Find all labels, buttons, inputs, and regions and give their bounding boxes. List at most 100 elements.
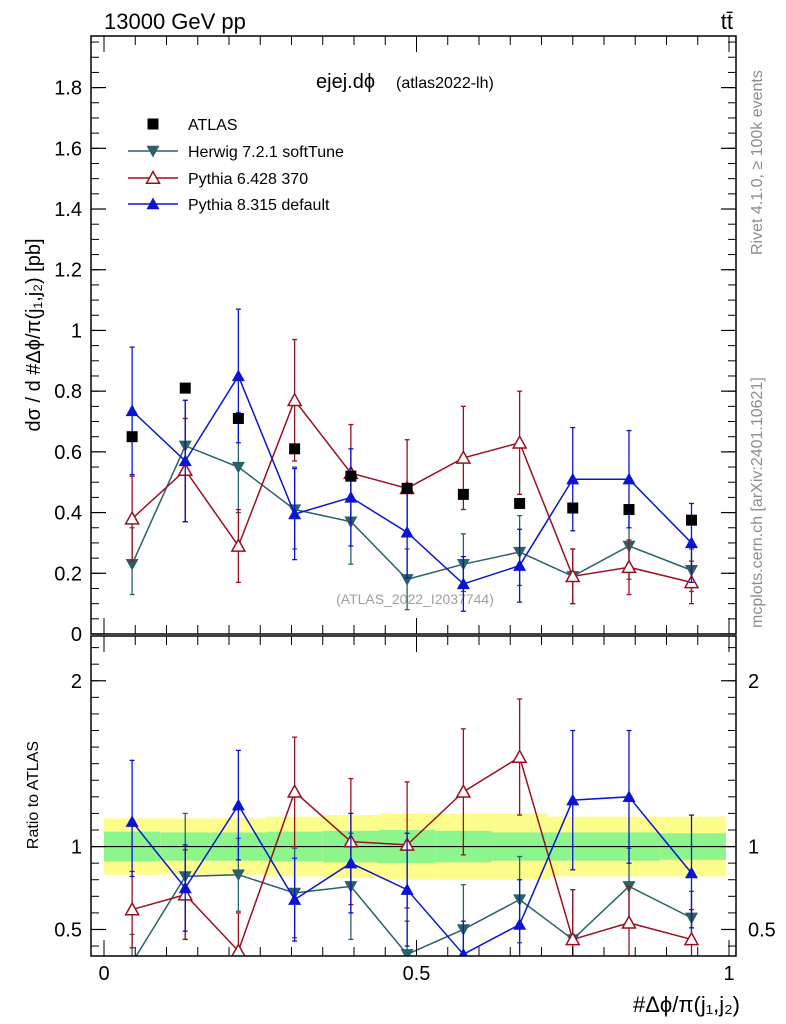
y-tick-label: 1.6 — [54, 138, 82, 160]
series-atlas — [126, 382, 697, 526]
legend-label: Pythia 6.428 370 — [188, 171, 308, 188]
ratio-plot-data — [124, 698, 700, 956]
data-point — [125, 815, 139, 827]
y-tick-label: 1.8 — [54, 78, 82, 100]
x-tick-label: 0.5 — [403, 963, 431, 985]
data-point — [286, 783, 303, 798]
data-point — [400, 883, 414, 895]
data-point — [231, 798, 245, 811]
data-point — [621, 559, 637, 574]
legend-entry: Pythia 8.315 default — [128, 197, 330, 214]
data-point — [686, 514, 697, 526]
legend: ATLAS Herwig 7.2.1 softTune Pythia 6.428 3… — [128, 117, 344, 214]
data-point — [567, 502, 579, 514]
data-point — [179, 382, 191, 394]
data-point — [455, 449, 472, 464]
data-point — [126, 431, 138, 443]
energy-label: 13000 GeV pp — [104, 9, 246, 34]
x-axis-label: #Δϕ/π(j₁,j₂) — [633, 992, 740, 1017]
plot-title: ejej.dϕ — [316, 71, 375, 93]
legend-entry: ATLAS — [147, 117, 238, 134]
ratio-plot-frame — [90, 635, 737, 957]
data-point — [231, 461, 245, 474]
legend-marker — [146, 145, 160, 158]
data-point — [514, 497, 526, 509]
data-point — [178, 454, 192, 467]
data-point — [288, 507, 302, 520]
series-line — [131, 444, 692, 581]
data-point — [231, 869, 245, 882]
data-point — [511, 748, 528, 763]
data-point — [685, 866, 698, 879]
series-line — [131, 374, 693, 585]
data-point — [400, 949, 414, 956]
y-tick-label: 0 — [71, 624, 82, 646]
main-plot-data — [124, 308, 700, 612]
data-point — [289, 443, 301, 455]
process-label: tt̄ — [721, 9, 733, 34]
main-plot-frame — [90, 35, 737, 635]
series-herwig-7-2-1-softtune — [125, 399, 698, 611]
data-point — [124, 901, 140, 916]
mcplots-label: mcplots.cern.ch [arXiv:2401.10621] — [749, 377, 766, 628]
data-point — [400, 525, 414, 538]
data-point — [685, 536, 698, 549]
ratio-y-tick-label: 1 — [71, 837, 82, 859]
ratio-y-axis-label: Ratio to ATLAS — [25, 741, 42, 849]
ratio-y-tick-label-right: 0.5 — [748, 919, 776, 941]
main-plot-y-tick-labels: 0 0.2 0.4 0.6 0.8 1 1.2 1.4 1.6 1.8 — [54, 78, 82, 646]
data-point — [344, 490, 358, 503]
analysis-watermark: (ATLAS_2022_I2037744) — [336, 591, 494, 607]
data-point — [400, 574, 414, 586]
legend-entry: Pythia 6.428 370 — [128, 169, 308, 188]
data-point — [178, 881, 192, 894]
data-point — [622, 472, 636, 485]
data-point — [345, 470, 357, 482]
main-y-axis-label: dσ / d #Δϕ/π(j₁,j₂) [pb] — [23, 238, 45, 431]
data-point — [124, 510, 140, 525]
series-pythia-8-315-default — [125, 308, 698, 612]
rivet-version-label: Rivet 4.1.0, ≥ 100k events — [749, 70, 766, 255]
data-point — [458, 947, 468, 956]
data-point — [125, 558, 139, 571]
data-point — [455, 783, 472, 798]
data-point — [344, 856, 358, 869]
data-point — [231, 942, 246, 956]
series-pythia-6-428-370 — [124, 338, 700, 605]
legend-marker — [146, 197, 160, 210]
plot-subtitle: (atlas2022-lh) — [396, 75, 494, 92]
data-point — [286, 392, 303, 407]
data-point — [511, 434, 528, 449]
y-tick-label: 1.2 — [54, 260, 82, 282]
y-tick-label: 1.4 — [54, 199, 82, 221]
data-point — [622, 790, 636, 803]
legend-label: Herwig 7.2.1 softTune — [188, 144, 344, 161]
data-point — [566, 472, 580, 485]
data-point — [564, 931, 581, 946]
ratio-y-tick-labels: 0.5 0.5 1 1 2 2 — [54, 671, 776, 942]
ratio-plot-ticks — [91, 636, 736, 956]
main-plot-panel: 0 0.2 0.4 0.6 0.8 1 1.2 1.4 1.6 1.8 ejej.dϕ (atla… — [23, 35, 737, 646]
series-pythia-8-315-default — [125, 729, 698, 956]
x-tick-labels: 0 0.5 1 — [98, 963, 734, 985]
data-point — [623, 504, 635, 516]
data-point — [566, 793, 580, 806]
ratio-y-tick-label: 2 — [71, 671, 82, 693]
y-tick-label: 0.8 — [54, 381, 82, 403]
main-plot-ticks — [91, 36, 736, 635]
y-tick-label: 0.4 — [54, 503, 82, 525]
y-tick-label: 0.2 — [54, 563, 82, 585]
data-point — [513, 559, 527, 571]
data-point — [457, 488, 469, 500]
legend-label: ATLAS — [188, 117, 238, 134]
y-tick-label: 0.6 — [54, 442, 82, 464]
ratio-y-tick-label: 0.5 — [54, 919, 82, 941]
legend-entry: Herwig 7.2.1 softTune — [128, 144, 344, 161]
y-tick-label: 1 — [71, 320, 82, 342]
x-tick-label: 1 — [723, 963, 734, 985]
legend-marker — [147, 118, 159, 130]
ratio-plot-panel: 0.5 0.51 12 2 0 0.5 1 Ratio to ATLAS #Δϕ/π(j₁… — [25, 635, 776, 1017]
data-point — [621, 914, 637, 929]
data-point — [288, 893, 302, 905]
